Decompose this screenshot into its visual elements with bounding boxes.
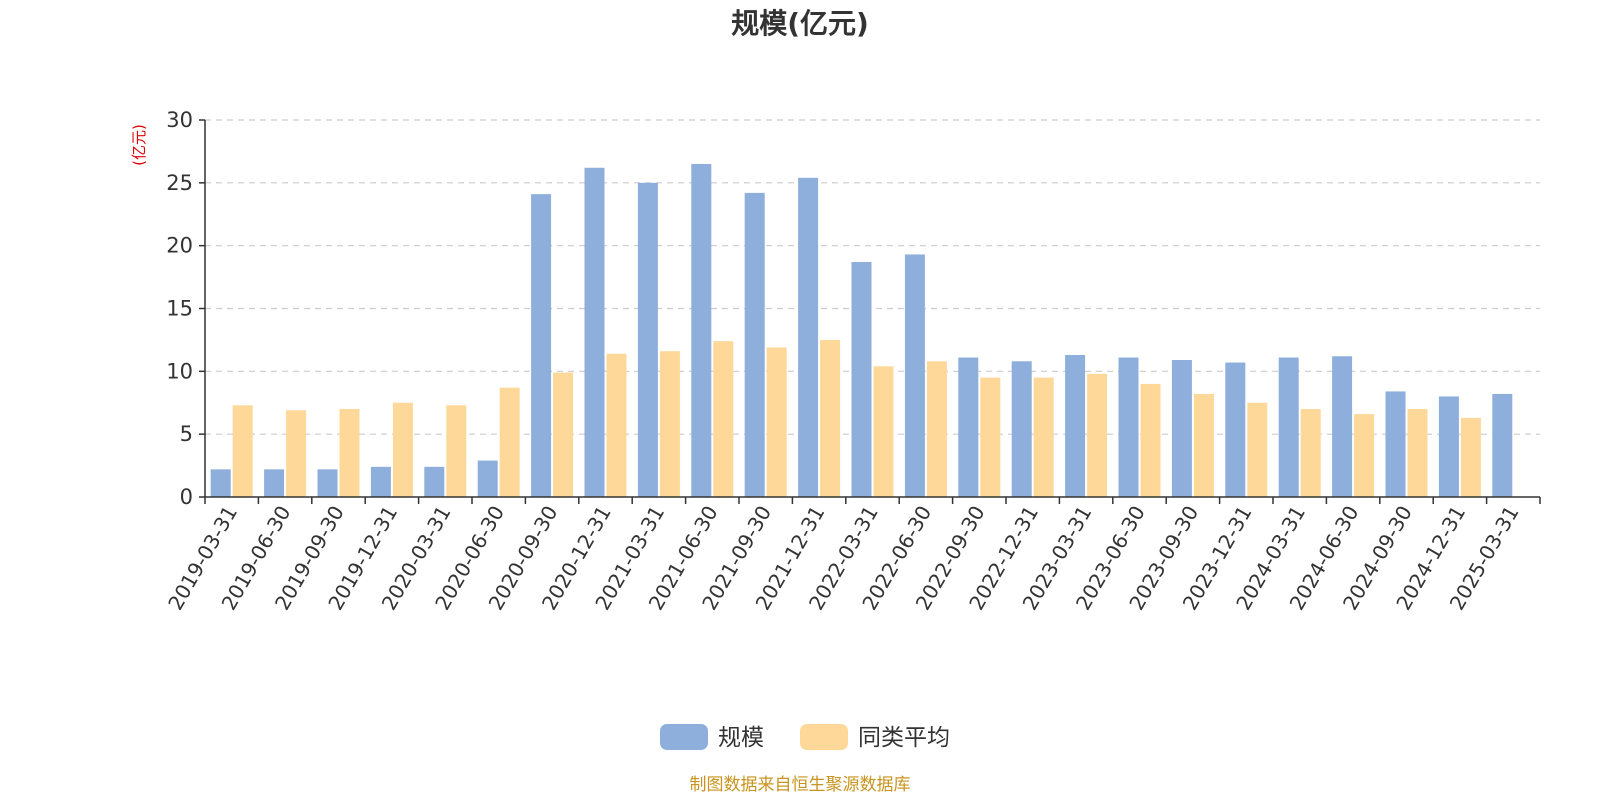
chart-title: 规模(亿元) [731,7,869,40]
legend-swatch [660,724,708,750]
bar-peer-average [286,410,307,497]
bar-peer-average [980,377,1001,497]
x-axis-ticks: 2019-03-312019-06-302019-09-302019-12-31… [163,497,1541,614]
bar-scale [798,177,819,497]
bar-peer-average [446,405,467,497]
bar-scale [584,167,605,497]
bar-scale [317,469,338,497]
bar-peer-average [339,409,360,497]
bars [210,163,1513,498]
bar-scale [424,466,445,497]
bar-peer-average [1460,417,1481,497]
bar-peer-average [1407,409,1428,497]
bar-scale [1278,357,1299,497]
source-note: 制图数据来自恒生聚源数据库 [690,775,911,795]
bar-scale [1171,360,1192,497]
bar-scale [1492,393,1513,497]
bar-peer-average [499,387,520,497]
y-tick-label: 15 [166,297,193,321]
y-axis-unit-label: (亿元) [130,124,148,166]
bar-peer-average [606,353,627,497]
y-tick-label: 0 [180,485,193,509]
bar-peer-average [659,351,680,497]
y-tick-label: 10 [166,359,193,383]
bar-peer-average [766,347,787,497]
bar-scale [1065,354,1086,497]
bar-scale [1118,357,1139,497]
y-tick-label: 30 [166,108,193,132]
bar-peer-average [1247,402,1268,497]
legend-label: 同类平均 [858,725,950,751]
bar-peer-average [926,361,947,497]
bar-peer-average [1087,373,1108,497]
bar-scale [1011,361,1032,497]
y-tick-label: 20 [166,234,193,258]
legend-label: 规模 [718,725,764,751]
bar-scale [904,254,925,497]
bar-peer-average [1354,414,1375,497]
bar-peer-average [820,339,841,497]
bar-peer-average [553,372,574,497]
bar-peer-average [392,402,413,497]
axes [204,120,1540,498]
legend-item[interactable]: 规模 [660,724,764,751]
y-tick-label: 25 [166,171,193,195]
bar-scale [637,182,658,498]
bar-scale [851,262,872,497]
bar-scale [210,469,231,497]
bar-scale [1332,356,1353,497]
legend-item[interactable]: 同类平均 [800,724,950,751]
y-axis-ticks: 0 5 10 15 20 25 30 [166,108,205,509]
bar-scale [1225,362,1246,497]
bar-peer-average [1140,383,1161,497]
bar-scale [691,163,712,497]
bar-scale [958,357,979,497]
bar-scale [744,192,765,498]
bar-scale [531,194,552,498]
bar-peer-average [873,366,894,497]
legend-swatch [800,724,848,750]
y-tick-label: 5 [180,422,193,446]
bar-peer-average [1300,409,1321,497]
legend: 规模 同类平均 [660,724,950,751]
bar-peer-average [1033,377,1054,497]
bar-peer-average [713,341,734,497]
bar-scale [1385,391,1406,497]
bar-peer-average [1193,393,1214,497]
bar-scale [477,460,498,497]
bar-peer-average [232,405,253,497]
bar-scale [370,466,391,497]
bar-scale [1438,396,1459,497]
bar-scale [264,469,285,497]
